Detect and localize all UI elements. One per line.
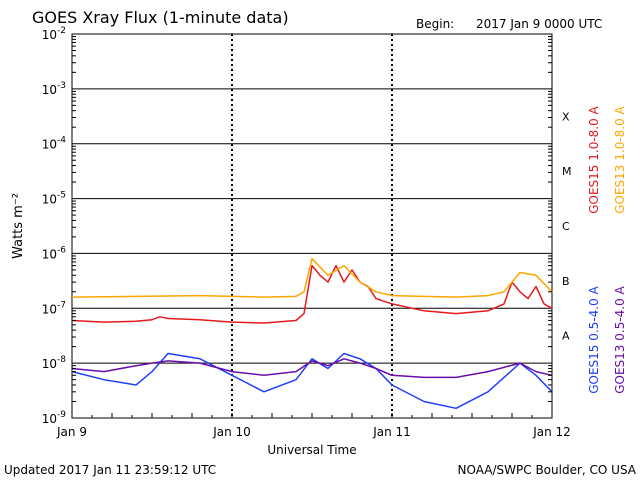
- begin-value: 2017 Jan 9 0000 UTC: [476, 17, 602, 31]
- legend-goes15-long: GOES15 1.0-8.0 A: [587, 105, 601, 213]
- series-goes13-long: [71, 257, 553, 298]
- y-tick-label: 10-4: [42, 136, 67, 152]
- footer-updated: Updated 2017 Jan 11 23:59:12 UTC: [4, 463, 216, 477]
- plot-area: [71, 33, 553, 419]
- y-tick-label: 10-7: [42, 300, 66, 316]
- flare-class-label: A: [562, 330, 570, 343]
- grid-layer: [72, 33, 552, 419]
- y-tick-label: 10-9: [42, 410, 67, 426]
- y-tick-label: 10-3: [42, 81, 66, 97]
- chart-title: GOES Xray Flux (1-minute data): [32, 8, 289, 27]
- legend-goes13-long: GOES13 1.0-8.0 A: [613, 105, 627, 213]
- y-tick-label: 10-8: [42, 355, 67, 371]
- x-tick-label: Jan 11: [372, 425, 411, 439]
- y-tick-label: 10-5: [42, 191, 66, 207]
- legend-goes13-short: GOES13 0.5-4.0 A: [613, 285, 627, 393]
- legend-goes15-short: GOES15 0.5-4.0 A: [587, 285, 601, 393]
- series-layer: [71, 257, 553, 410]
- footer-credit: NOAA/SWPC Boulder, CO USA: [458, 463, 637, 477]
- series-goes15-short: [71, 352, 553, 410]
- y-tick-label: 10-6: [42, 245, 67, 261]
- begin-label: Begin:: [416, 17, 454, 31]
- flare-class-label: X: [562, 110, 570, 123]
- flare-class-label: M: [562, 165, 572, 178]
- y-tick-label: 10-2: [42, 26, 66, 42]
- flare-class-label: C: [562, 220, 570, 233]
- x-tick-label: Jan 12: [532, 425, 571, 439]
- series-goes13-short: [71, 358, 553, 379]
- x-axis-label: Universal Time: [267, 443, 356, 457]
- y-axis-label: Watts m⁻²: [11, 193, 26, 259]
- flare-class-label: B: [562, 275, 570, 288]
- x-tick-label: Jan 10: [212, 425, 251, 439]
- x-tick-label: Jan 9: [56, 425, 87, 439]
